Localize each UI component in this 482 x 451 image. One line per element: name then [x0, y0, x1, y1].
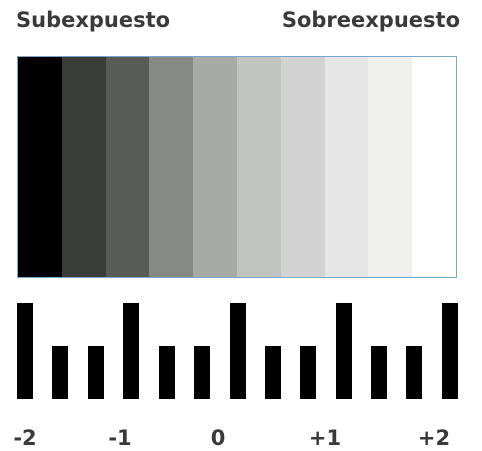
gray-patch — [236, 57, 281, 277]
minor-tick — [300, 346, 316, 399]
major-tick — [123, 303, 139, 399]
minor-tick — [371, 346, 387, 399]
minor-tick — [52, 346, 68, 399]
minor-tick — [88, 346, 104, 399]
minor-tick — [265, 346, 281, 399]
minor-tick — [159, 346, 175, 399]
exposure-value-label: -2 — [13, 426, 37, 450]
gray-patch — [368, 57, 413, 277]
major-tick — [230, 303, 246, 399]
exposure-value-label: -1 — [108, 426, 132, 450]
gray-patch — [149, 57, 194, 277]
gray-patch — [61, 57, 106, 277]
gray-patch — [280, 57, 325, 277]
minor-tick — [406, 346, 422, 399]
major-tick — [17, 303, 33, 399]
gray-patch — [324, 57, 369, 277]
major-tick — [336, 303, 352, 399]
gray-scale-strip — [17, 56, 457, 278]
overexposed-label: Sobreexpuesto — [281, 8, 460, 32]
gray-patch — [18, 57, 62, 277]
exposure-value-label: 0 — [210, 426, 226, 450]
gray-patch — [412, 57, 456, 277]
gray-patch — [193, 57, 237, 277]
major-tick — [442, 303, 458, 399]
exposure-value-label: +1 — [308, 426, 342, 450]
exposure-value-label: +2 — [417, 426, 451, 450]
minor-tick — [194, 346, 210, 399]
gray-patch — [105, 57, 150, 277]
exposure-meter — [17, 303, 458, 399]
underexposed-label: Subexpuesto — [16, 8, 171, 32]
